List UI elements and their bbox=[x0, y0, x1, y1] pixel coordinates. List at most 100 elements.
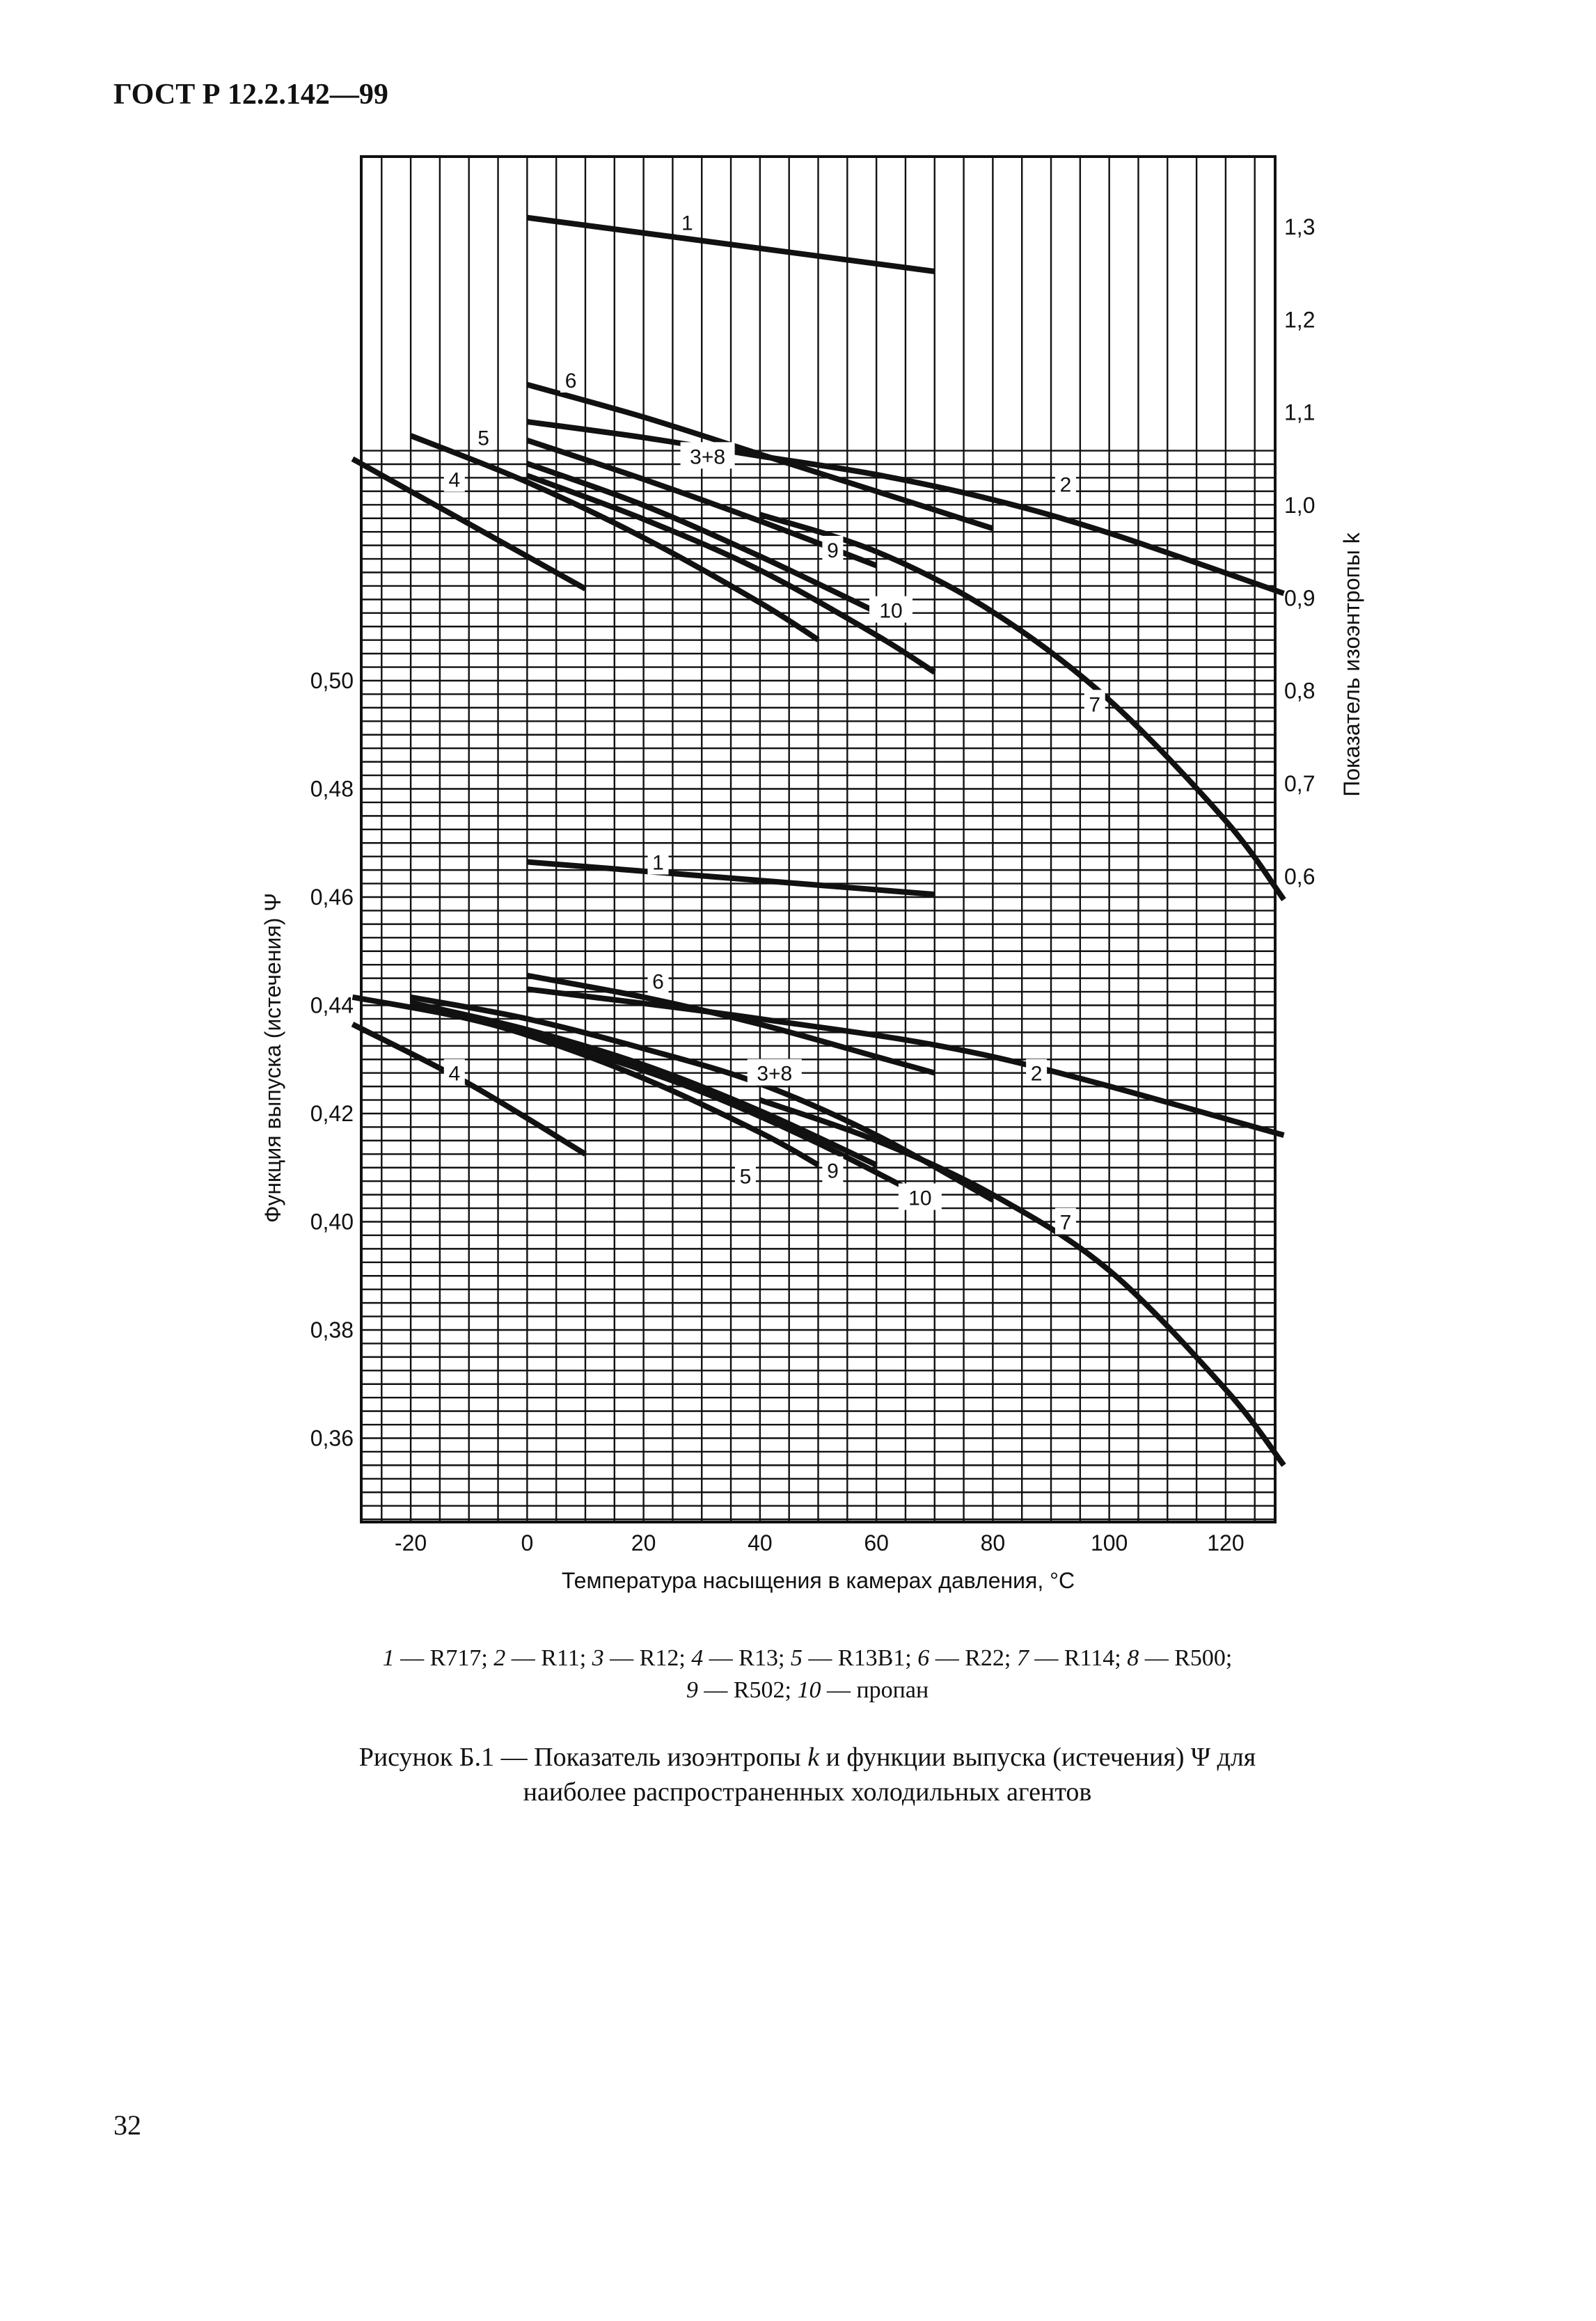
legend-number: 8 bbox=[1127, 1645, 1139, 1671]
left-tick-label: 0,42 bbox=[310, 1101, 354, 1126]
left-tick-label: 0,40 bbox=[310, 1210, 354, 1235]
right-axis-title: Показатель изоэнтропы k bbox=[1339, 532, 1364, 796]
legend-entry: — пропан bbox=[821, 1677, 929, 1703]
psi-label-bg bbox=[822, 1156, 844, 1183]
psi-curve-label: 9 bbox=[827, 1160, 839, 1183]
chart-legend-line-2: 9 — R502; 10 — пропан bbox=[209, 1674, 1406, 1706]
k-label-bg bbox=[560, 365, 582, 393]
k-label-bg bbox=[677, 208, 698, 235]
psi-label-bg bbox=[734, 1162, 756, 1189]
plot-frame bbox=[360, 155, 1277, 1523]
k-curve-label: 1 bbox=[681, 212, 693, 235]
k-curve-1 bbox=[526, 214, 935, 274]
k-label-bg bbox=[443, 465, 465, 492]
caption-symbol-k: k bbox=[807, 1743, 820, 1772]
left-tick-label: 0,44 bbox=[310, 993, 354, 1018]
x-tick-label: 80 bbox=[981, 1530, 1006, 1555]
right-tick-label: 0,8 bbox=[1284, 679, 1315, 704]
k-curve-5 bbox=[409, 433, 820, 642]
left-tick-label: 0,48 bbox=[310, 777, 354, 802]
k-curve-2 bbox=[526, 419, 1285, 596]
legend-entry: — R22; bbox=[929, 1645, 1017, 1671]
x-tick-label: 20 bbox=[631, 1530, 656, 1555]
k-label-bg bbox=[822, 535, 844, 562]
legend-entry: — R11; bbox=[505, 1645, 592, 1671]
right-tick-label: 1,0 bbox=[1284, 493, 1315, 518]
right-tick-label: 1,3 bbox=[1284, 214, 1315, 239]
left-axis-title: Функция выпуска (истечения) Ψ bbox=[260, 893, 285, 1223]
right-tick-label: 1,1 bbox=[1284, 400, 1315, 425]
caption-line-1: Рисунок Б.1 — Показатель изоэнтропы k и … bbox=[209, 1740, 1406, 1775]
k-curve-4 bbox=[351, 456, 587, 592]
psi-curve-label: 4 bbox=[448, 1063, 460, 1086]
k-label-bg bbox=[680, 442, 735, 469]
right-tick-label: 1,2 bbox=[1284, 307, 1315, 332]
k-curve-label: 5 bbox=[477, 427, 489, 450]
left-tick-label: 0,38 bbox=[310, 1317, 354, 1342]
psi-label-bg bbox=[647, 848, 669, 875]
right-tick-label: 0,6 bbox=[1284, 864, 1315, 889]
psi-label-bg bbox=[1054, 1207, 1076, 1235]
k-label-bg bbox=[1054, 470, 1076, 497]
left-tick-label: 0,36 bbox=[310, 1426, 354, 1451]
x-tick-label: 100 bbox=[1091, 1530, 1128, 1555]
psi-label-bg bbox=[1026, 1059, 1048, 1086]
psi-label-bg bbox=[898, 1183, 942, 1210]
k-curve-9 bbox=[526, 461, 878, 615]
x-tick-label: 120 bbox=[1207, 1530, 1244, 1555]
legend-number: 10 bbox=[797, 1677, 821, 1703]
psi-curve-label: 5 bbox=[740, 1165, 752, 1188]
k-curve-label: 4 bbox=[448, 469, 460, 492]
k-curve-label: 10 bbox=[879, 600, 902, 623]
legend-entry: — R717; bbox=[394, 1645, 494, 1671]
legend-entry: — R114; bbox=[1028, 1645, 1128, 1671]
k-curve-label: 7 bbox=[1089, 693, 1100, 716]
legend-entry: — R13; bbox=[703, 1645, 791, 1671]
left-tick-label: 0,50 bbox=[310, 668, 354, 693]
psi-curve-5 bbox=[410, 999, 820, 1168]
psi-curve-3-8 bbox=[410, 994, 995, 1203]
psi-curve-2 bbox=[526, 986, 1285, 1138]
psi-label-bg bbox=[647, 967, 669, 994]
caption-line-2: наиболее распространенных холодильных аг… bbox=[523, 1777, 1092, 1807]
psi-curve-9 bbox=[410, 999, 878, 1168]
right-tick-label: 0,7 bbox=[1284, 771, 1315, 796]
legend-number: 6 bbox=[917, 1645, 930, 1671]
page-number: 32 bbox=[113, 2109, 141, 2141]
psi-curve-4 bbox=[351, 1022, 587, 1157]
legend-number: 5 bbox=[790, 1645, 803, 1671]
legend-entry: — R12; bbox=[603, 1645, 692, 1671]
caption-text-b: и функции выпуска (истечения) Ψ для bbox=[819, 1743, 1256, 1772]
chart-legend-line-1: 1 — R717; 2 — R11; 3 — R12; 4 — R13; 5 —… bbox=[209, 1642, 1406, 1674]
k-curve-label: 2 bbox=[1060, 473, 1072, 496]
psi-curve-label: 2 bbox=[1031, 1063, 1043, 1086]
psi-curve-label: 6 bbox=[652, 971, 664, 994]
legend-number: 4 bbox=[691, 1645, 704, 1671]
figure-caption: Рисунок Б.1 — Показатель изоэнтропы k и … bbox=[209, 1740, 1406, 1809]
legend-number: 1 bbox=[382, 1645, 395, 1671]
x-tick-label: 40 bbox=[748, 1530, 773, 1555]
legend-number: 9 bbox=[686, 1677, 698, 1703]
x-tick-label: 0 bbox=[521, 1530, 533, 1555]
psi-label-bg bbox=[443, 1059, 465, 1086]
k-curve-7 bbox=[759, 512, 1286, 902]
psi-curve-6 bbox=[526, 972, 935, 1076]
k-label-bg bbox=[473, 423, 494, 450]
psi-curve-label: 3+8 bbox=[757, 1063, 792, 1086]
left-tick-label: 0,46 bbox=[310, 885, 354, 910]
legend-entry: — R500; bbox=[1139, 1645, 1233, 1671]
x-tick-label: -20 bbox=[395, 1530, 427, 1555]
x-axis-title: Температура насыщения в камерах давления… bbox=[562, 1568, 1075, 1593]
legend-number: 3 bbox=[592, 1645, 604, 1671]
k-curve-label: 6 bbox=[565, 370, 577, 393]
legend-entry: — R502; bbox=[697, 1677, 798, 1703]
right-tick-label: 0,9 bbox=[1284, 585, 1315, 610]
k-label-bg bbox=[869, 596, 913, 623]
psi-curve-label: 7 bbox=[1060, 1212, 1072, 1235]
k-label-bg bbox=[1084, 690, 1105, 717]
psi-curve-1 bbox=[527, 859, 935, 898]
legend-number: 2 bbox=[493, 1645, 506, 1671]
psi-curve-label: 1 bbox=[652, 851, 664, 874]
k-curve-label: 3+8 bbox=[690, 445, 725, 468]
